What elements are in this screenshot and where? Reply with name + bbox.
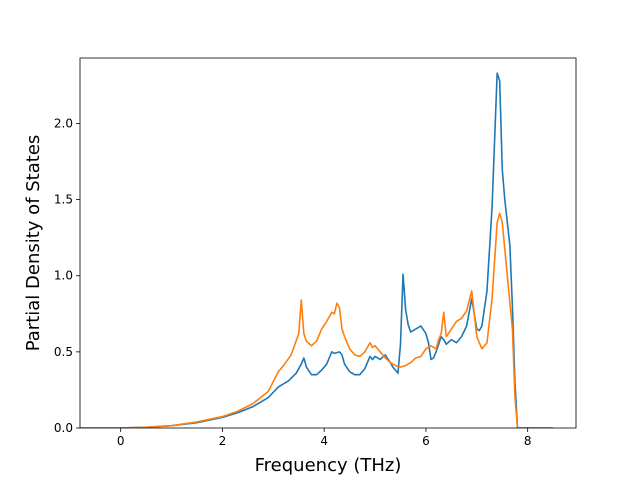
axes-frame bbox=[79, 57, 577, 429]
x-tick-label: 2 bbox=[219, 434, 227, 448]
x-tick-label: 6 bbox=[422, 434, 430, 448]
y-tick-label: 1.5 bbox=[54, 193, 73, 207]
x-tick-label: 4 bbox=[320, 434, 328, 448]
y-tick-label: 0.5 bbox=[54, 345, 73, 359]
series-line-2 bbox=[80, 212, 554, 428]
series-line-1 bbox=[80, 72, 554, 428]
x-axis-label: Frequency (THz) bbox=[255, 455, 402, 476]
y-tick-label: 0.0 bbox=[54, 421, 73, 435]
y-axis-ticks: 0.0 0.5 1.0 1.5 2.0 bbox=[54, 116, 80, 435]
y-tick-label: 2.0 bbox=[54, 116, 73, 130]
x-tick-label: 0 bbox=[117, 434, 125, 448]
y-axis-label: Partial Density of States bbox=[23, 135, 44, 352]
x-axis-ticks: 0 2 4 6 8 bbox=[117, 428, 532, 448]
plot-lines bbox=[80, 72, 554, 428]
x-tick-label: 8 bbox=[524, 434, 532, 448]
y-tick-label: 1.0 bbox=[54, 269, 73, 283]
